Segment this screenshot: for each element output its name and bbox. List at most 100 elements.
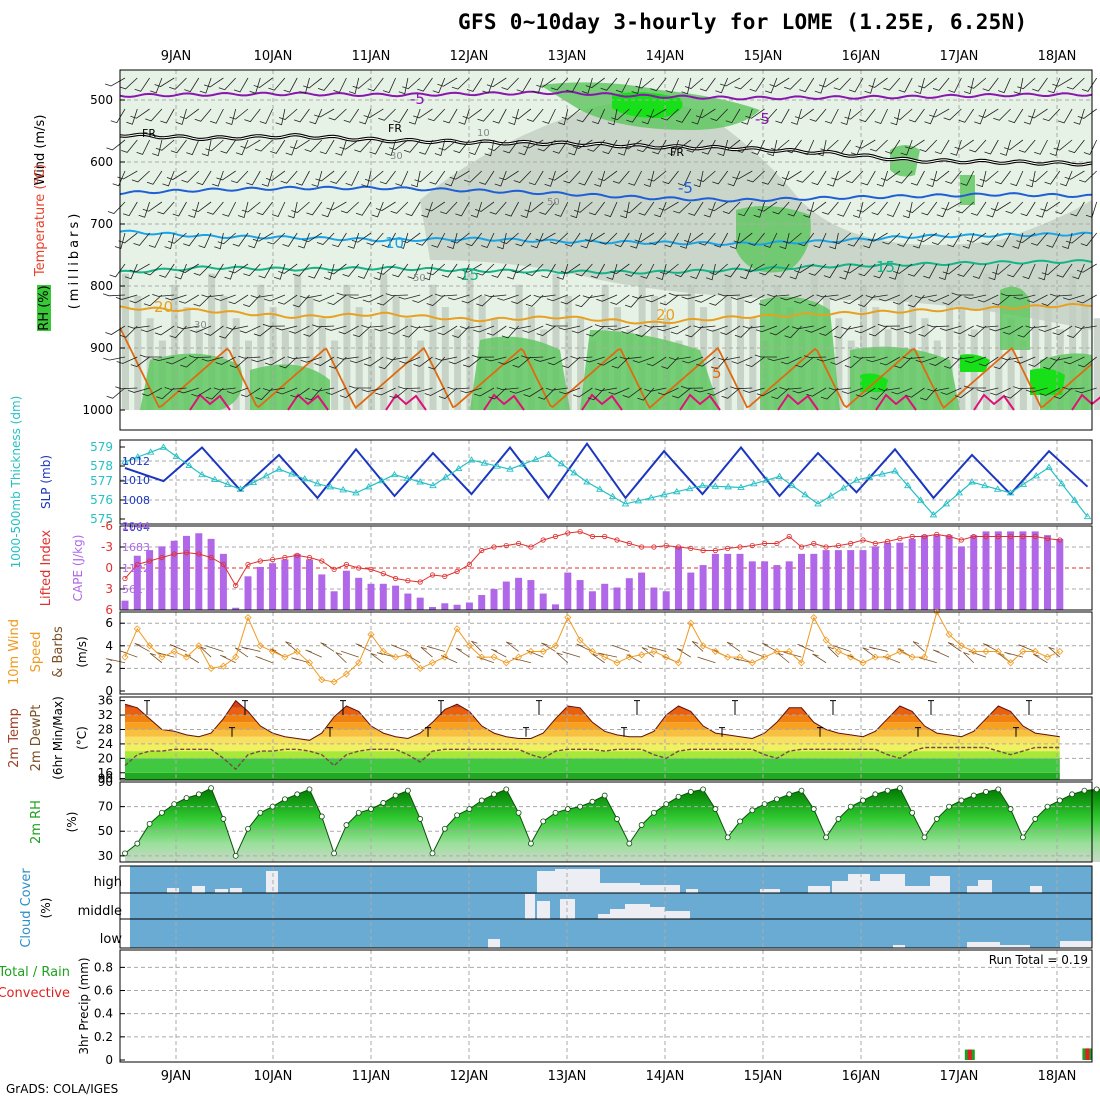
wind-barb [859,108,876,123]
wind-barb [169,77,187,90]
profile-label-fr-a: FR [142,127,156,140]
wind-barb [192,201,212,213]
thickness-marker [608,492,617,500]
wind10-point [182,653,191,661]
cape-bar [256,566,264,610]
cape-bar [699,565,707,610]
wind10-point [797,659,806,667]
wind10-point [564,613,572,622]
wind-barb [868,77,888,88]
rh-gray-column [257,284,265,410]
wind-barb [693,387,716,393]
contour-temperature-15-c [119,259,1093,275]
wind-barb [293,108,310,123]
wind-barb [408,108,421,125]
cloud-mid-block [598,914,610,919]
wind-barb [512,356,532,368]
wind-barb [1056,263,1073,278]
rh2m-point [540,818,547,825]
wind-barb [524,201,544,213]
cloud-high-block [808,886,830,893]
contour-darkorange [119,327,1093,410]
wind-barb [249,77,261,94]
wind-barb [361,170,372,188]
wind-barb [536,77,556,88]
wind-barb [343,108,360,123]
wind-barb [1022,263,1036,280]
wind-barb [1010,170,1024,187]
wind-barb [745,356,765,368]
wind-barb [982,77,999,92]
wind-barb [488,139,507,151]
precip-convective-bar [1085,1048,1090,1060]
wind-barb [1027,294,1048,303]
wind10-point [392,653,400,661]
wind-barb [729,232,741,250]
thickness-marker [916,496,925,503]
wind-barb [1044,170,1061,185]
tick-label: 20 [98,751,113,765]
temp-min-bar [229,727,235,737]
wind-barb [767,294,790,297]
thickness-marker [724,482,732,490]
wind-barb [634,232,655,243]
wind-barb [717,139,729,157]
wind-barb [357,263,372,279]
wind-barb [1003,325,1024,335]
wind-barb [694,294,716,303]
wind-barb [136,139,150,155]
tick-label: 4 [105,639,113,653]
tick-label: -3 [101,540,113,554]
contour-magenta [189,393,231,411]
cape-bar [859,550,867,610]
wind-barb [858,263,876,277]
rh-gray-column [1081,295,1089,410]
wind10-point [638,651,646,659]
wind-barb [905,387,925,398]
wind-barb [659,294,679,306]
wind-barb [598,170,618,182]
wind-barb [1070,201,1085,217]
wind-barb [405,201,421,217]
wind-barb [1025,387,1048,393]
wind-barb [839,263,852,280]
wind-barb [244,108,261,123]
wind-barb [311,170,323,188]
wind-barb [455,201,470,217]
wind-barb [240,139,261,149]
cape-bar [219,553,227,610]
wind-barb [209,108,224,124]
wind-barb [373,263,384,281]
wind-barb [258,263,273,279]
wind-barb [379,170,396,185]
cloud-high-block [230,888,242,893]
wind-barb [761,170,778,185]
wind-barb [620,201,630,219]
wind10-point [207,664,215,672]
wind-barb [707,387,728,396]
cape-bar [158,546,166,610]
rh2m-point [589,798,596,805]
wind-barb [1041,263,1061,276]
wind-barb [271,201,286,217]
wind-barb [165,356,187,365]
wind10-barb [612,644,630,652]
cape-bar [908,538,916,610]
temp2m-ylabel-d: (°C) [75,726,89,750]
contour-temperature-5-c [119,185,1093,203]
temperature-contours [119,90,1100,411]
wind-barb [560,263,581,274]
rh2m-point [294,791,301,798]
wind-barb [292,263,310,277]
rh-gray-column [564,295,572,410]
wind-barb [604,201,618,218]
wind-barb [511,294,532,304]
wind-barb [289,325,310,334]
wind-barb [262,323,285,327]
rh-gray-column [1032,284,1040,410]
wind-barb [898,77,913,93]
wind-barb [228,294,249,305]
cloud-low-block [1000,945,1030,948]
wind-barb [279,356,298,369]
wind-barb [837,201,852,217]
